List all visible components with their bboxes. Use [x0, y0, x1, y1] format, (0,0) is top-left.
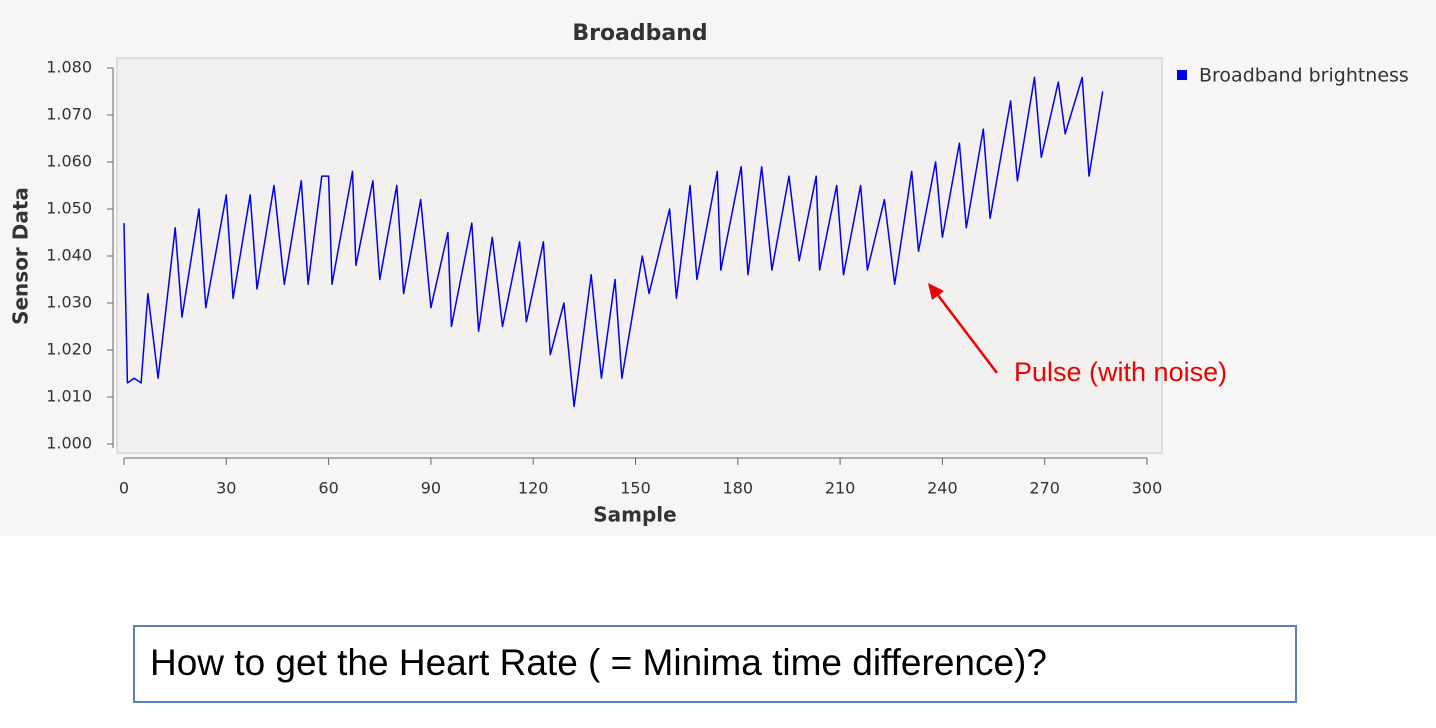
- question: How to get the Heart Rate ( = Minima tim…: [150, 642, 1047, 683]
- data-line: [123, 76, 1104, 408]
- x-axis-label: Sample: [593, 503, 676, 527]
- y-tick-label: 1.080: [46, 58, 92, 77]
- legend-swatch: [1177, 70, 1187, 80]
- y-tick-label: 1.020: [46, 340, 92, 359]
- y-tick-label: 1.000: [46, 434, 92, 453]
- y-tick-label: 1.010: [46, 387, 92, 406]
- annotation-arrowhead: [928, 283, 944, 300]
- y-tick-label: 1.030: [46, 293, 92, 312]
- x-tick-label: 240: [927, 479, 958, 498]
- x-tick-label: 180: [723, 479, 754, 498]
- annotation: Pulse (with noise): [1014, 357, 1227, 387]
- y-tick-label: 1.050: [46, 199, 92, 218]
- x-tick-label: 90: [421, 479, 441, 498]
- chart-title: Broadband: [572, 21, 707, 46]
- annotation-arrow: [933, 289, 998, 374]
- y-tick-label: 1.060: [46, 152, 92, 171]
- x-tick-label: 120: [518, 479, 549, 498]
- legend-label: Broadband brightness: [1199, 65, 1409, 87]
- y-axis-label: Sensor Data: [9, 187, 33, 325]
- plot-area: [116, 57, 1163, 454]
- question-box: [133, 625, 1297, 703]
- x-tick-label: 300: [1132, 479, 1163, 498]
- x-tick-label: 30: [216, 479, 236, 498]
- y-tick-label: 1.040: [46, 246, 92, 265]
- x-tick-label: 0: [119, 479, 129, 498]
- y-tick-label: 1.070: [46, 105, 92, 124]
- x-tick-label: 270: [1029, 479, 1060, 498]
- x-tick-label: 150: [620, 479, 651, 498]
- x-tick-label: 210: [825, 479, 856, 498]
- x-tick-label: 60: [318, 479, 338, 498]
